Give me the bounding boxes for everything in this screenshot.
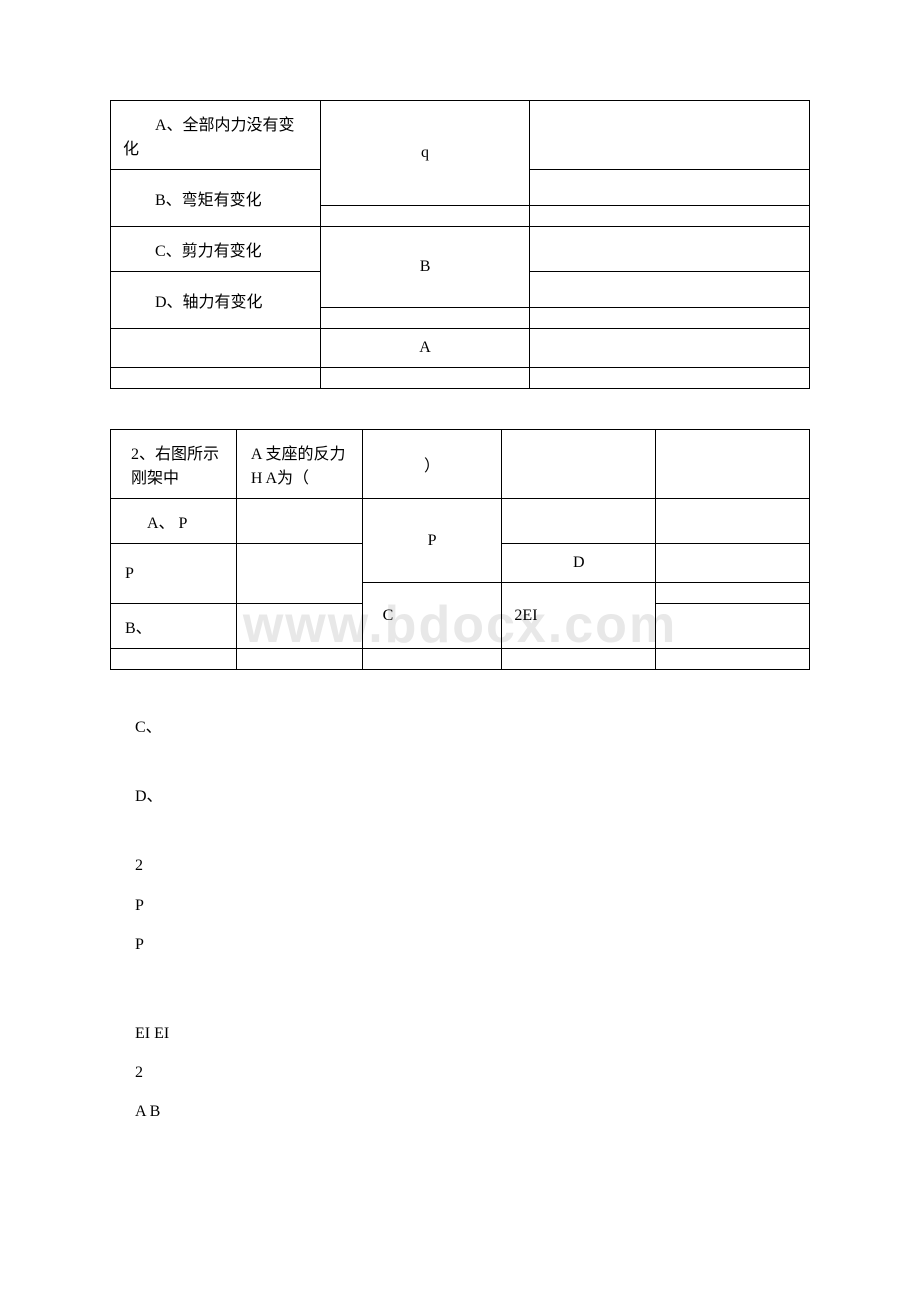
empty-cell xyxy=(320,308,530,329)
d-label-cell: D xyxy=(502,544,656,583)
empty-cell xyxy=(530,206,810,227)
empty-cell xyxy=(362,649,502,670)
c-label-cell: C xyxy=(362,583,502,649)
empty-cell xyxy=(656,544,810,583)
b-label: B xyxy=(420,258,431,275)
option-a-cell: A、 P xyxy=(111,499,237,544)
empty-cell xyxy=(656,583,810,604)
q2-paren-cell: ） xyxy=(362,430,502,499)
q2-stem: 2、右图所示刚架中 xyxy=(131,446,219,487)
empty-cell xyxy=(236,499,362,544)
line-2: 2 xyxy=(135,848,810,883)
table-row: C、剪力有变化 B xyxy=(111,227,810,272)
q2-stem-cell: 2、右图所示刚架中 xyxy=(111,430,237,499)
empty-cell xyxy=(502,649,656,670)
empty-cell xyxy=(111,329,321,368)
p-label: P xyxy=(428,532,437,549)
empty-cell xyxy=(530,101,810,170)
page-content: A、全部内力没有变化 q B、弯矩有变化 C、剪力有变化 B D、轴力有变化 A xyxy=(110,100,810,1130)
option-b-text: B、弯矩有变化 xyxy=(123,186,308,210)
option-d-line: D、 xyxy=(135,779,810,814)
spacer xyxy=(135,749,810,779)
option-d-cell: D、轴力有变化 xyxy=(111,272,321,329)
empty-cell xyxy=(111,368,321,389)
empty-cell xyxy=(530,308,810,329)
option-d-text: D、轴力有变化 xyxy=(123,288,308,312)
spacer xyxy=(135,818,810,848)
option-b: B、 xyxy=(125,620,152,637)
line-22: 2 xyxy=(135,1055,810,1090)
option-b-cell: B、弯矩有变化 xyxy=(111,170,321,227)
empty-cell xyxy=(656,604,810,649)
line-p2: P xyxy=(135,927,810,962)
option-c-cell: C、剪力有变化 xyxy=(111,227,321,272)
empty-cell xyxy=(530,329,810,368)
empty-cell xyxy=(502,499,656,544)
text-lines: C、 D、 2 P P EI EI 2 A B xyxy=(135,710,810,1130)
empty-cell xyxy=(530,227,810,272)
table-row: A xyxy=(111,329,810,368)
option-b-cell: B、 xyxy=(111,604,237,649)
option-a: A、 P xyxy=(123,509,224,533)
a-label-cell: A xyxy=(320,329,530,368)
q2-stem2: A 支座的反力 H A为（ xyxy=(251,446,346,487)
empty-cell xyxy=(236,544,362,604)
question-2-table: 2、右图所示刚架中 A 支座的反力 H A为（ ） A、 P P P D C 2… xyxy=(110,429,810,670)
c-label: C xyxy=(383,607,394,624)
line-ei: EI EI xyxy=(135,1016,810,1051)
empty-cell xyxy=(236,604,362,649)
empty-cell xyxy=(656,499,810,544)
option-a-cell: A、全部内力没有变化 xyxy=(111,101,321,170)
ei-cell: 2EI xyxy=(502,583,656,649)
q-label-cell: q xyxy=(320,101,530,206)
q2-paren: ） xyxy=(424,458,440,475)
line-ab: A B xyxy=(135,1094,810,1129)
q-label: q xyxy=(421,144,429,161)
q2-stem2-cell: A 支座的反力 H A为（ xyxy=(236,430,362,499)
empty-cell xyxy=(530,272,810,308)
b-label-cell: B xyxy=(320,227,530,308)
ei-label: 2EI xyxy=(514,607,537,624)
question-1-table: A、全部内力没有变化 q B、弯矩有变化 C、剪力有变化 B D、轴力有变化 A xyxy=(110,100,810,389)
empty-cell xyxy=(502,430,656,499)
empty-cell xyxy=(656,430,810,499)
empty-cell xyxy=(320,206,530,227)
spacer xyxy=(135,966,810,996)
table-row xyxy=(111,649,810,670)
option-a-text: A、全部内力没有变化 xyxy=(123,111,308,159)
p-label-cell: P xyxy=(362,499,502,583)
p-text: P xyxy=(125,565,134,582)
spacer xyxy=(135,996,810,1016)
line-p1: P xyxy=(135,888,810,923)
empty-cell xyxy=(236,649,362,670)
table-row: A、全部内力没有变化 q xyxy=(111,101,810,170)
empty-cell xyxy=(111,649,237,670)
option-c-line: C、 xyxy=(135,710,810,745)
empty-cell xyxy=(530,368,810,389)
d-label: D xyxy=(573,554,585,571)
empty-cell xyxy=(530,170,810,206)
empty-cell xyxy=(320,368,530,389)
empty-cell xyxy=(656,649,810,670)
table-row: 2、右图所示刚架中 A 支座的反力 H A为（ ） xyxy=(111,430,810,499)
table-row xyxy=(111,368,810,389)
a-label: A xyxy=(419,339,431,356)
table-row: A、 P P xyxy=(111,499,810,544)
p-cell: P xyxy=(111,544,237,604)
option-c-text: C、剪力有变化 xyxy=(123,237,308,261)
